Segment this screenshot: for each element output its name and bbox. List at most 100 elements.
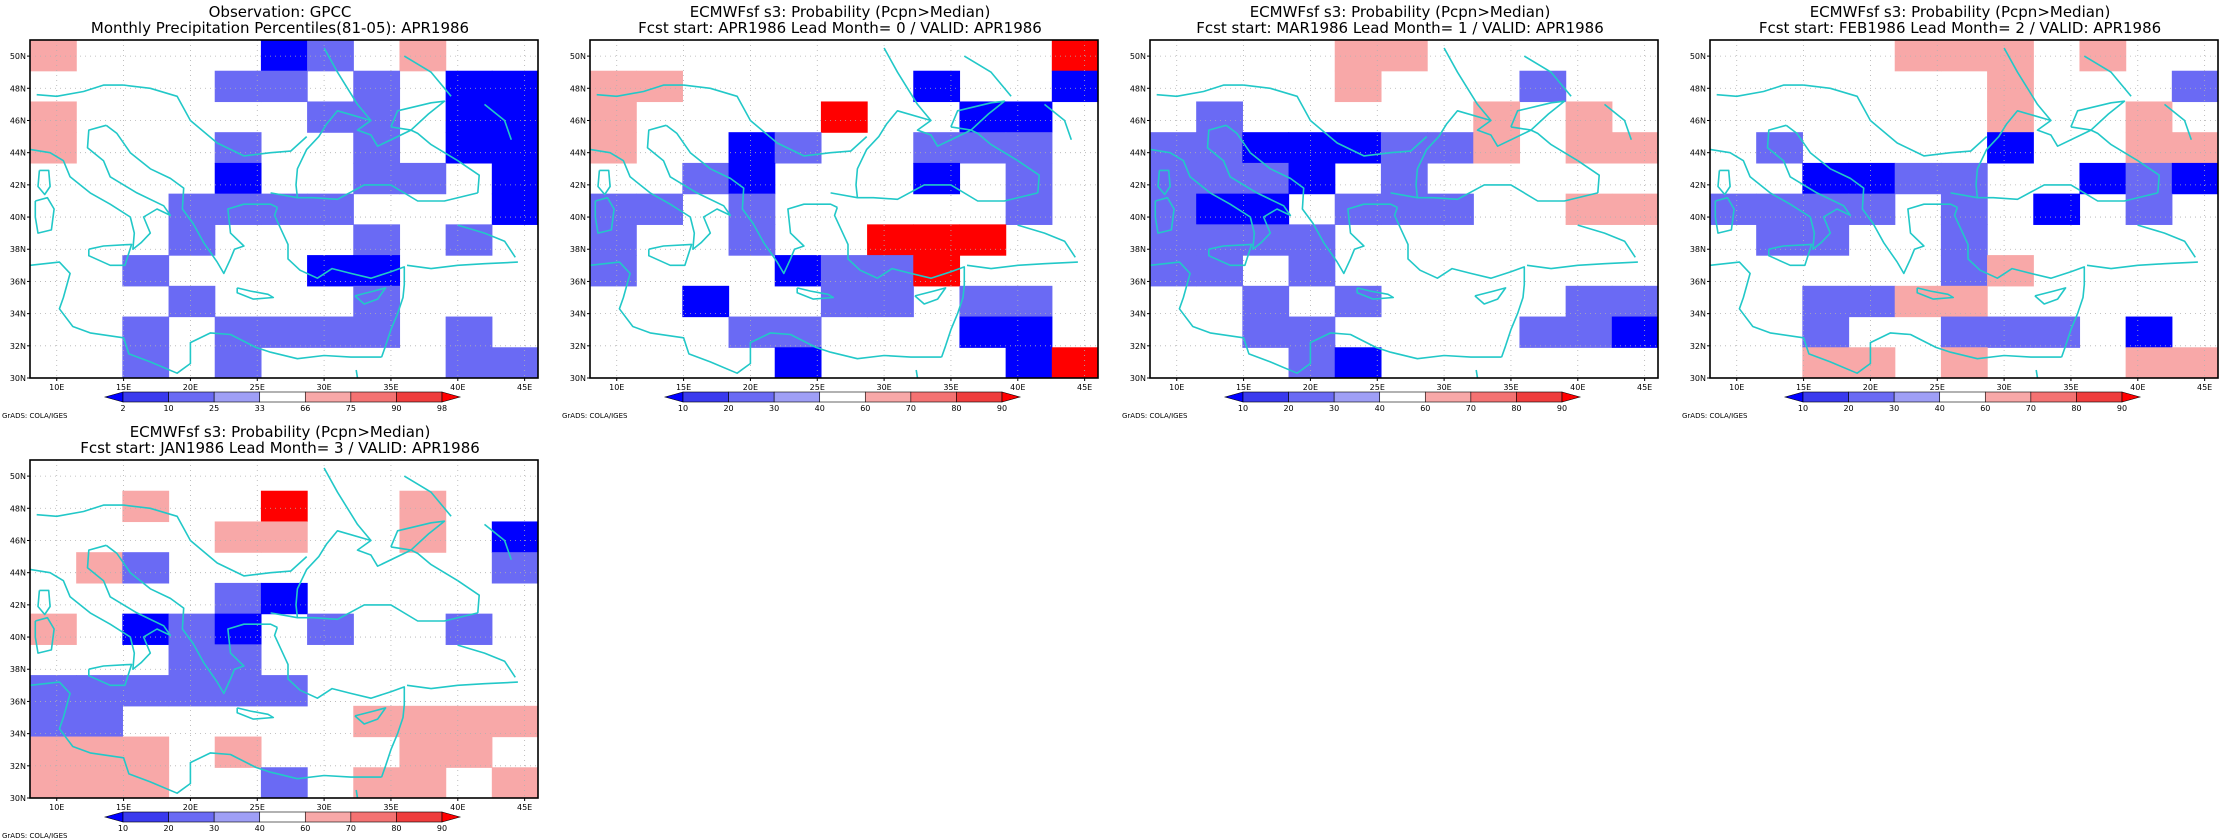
coastline (37, 169, 51, 196)
precip-cell (214, 521, 262, 553)
colorbar-label: 70 (346, 824, 356, 833)
precip-cell (774, 347, 822, 378)
precip-cell (168, 644, 216, 676)
coastline (883, 47, 932, 122)
lat-label: 40N (1130, 213, 1146, 222)
precip-cell (590, 132, 637, 164)
precip-cell (491, 70, 538, 103)
panel-subtitle: Fcst start: FEB1986 Lead Month= 2 / VALI… (1758, 19, 2162, 37)
grads-footer: GrADS: COLA/IGES (2, 832, 68, 840)
coastline (796, 287, 835, 300)
precip-cell (682, 285, 730, 318)
lon-label: 40E (2130, 383, 2145, 392)
lon-label: 35E (2063, 383, 2078, 392)
lon-label: 15E (1796, 383, 1811, 392)
precip-cell (1334, 40, 1382, 72)
coastline (273, 627, 406, 778)
precip-cell (1940, 40, 1988, 72)
colorbar-label: 80 (1511, 404, 1521, 413)
coastline (105, 544, 278, 695)
coastline (1523, 55, 1572, 97)
precip-cell (1196, 224, 1243, 256)
coastline (1150, 261, 1502, 374)
colorbar-label: 10 (163, 404, 173, 413)
lat-label: 48N (1690, 84, 1706, 93)
precip-cell (2171, 132, 2218, 164)
precip-cell (728, 316, 776, 348)
coastline (594, 196, 615, 234)
coastline (966, 261, 1078, 270)
lon-label: 35E (943, 383, 958, 392)
lon-label: 20E (1863, 383, 1878, 392)
coastline (1356, 287, 1395, 300)
coastline (270, 184, 478, 202)
lat-label: 38N (10, 665, 26, 674)
precip-cell (214, 613, 262, 645)
precip-cell (122, 347, 170, 378)
precipitation-map: 30N 32N 34N 36N 38N 40N 42N 44N 46N 48N 50N 10E 15E 2… (1130, 39, 1659, 413)
coastline (354, 707, 387, 725)
coastline (355, 789, 359, 798)
precip-cell (959, 285, 1007, 318)
colorbar-segment (2030, 391, 2077, 403)
precip-cell (353, 316, 401, 348)
lon-label: 45E (1637, 383, 1652, 392)
lon-label: 20E (1303, 383, 1318, 392)
colorbar-segment (1939, 391, 1986, 403)
lat-label: 32N (10, 762, 26, 771)
precip-cell (1940, 224, 1988, 256)
precip-cell (260, 316, 308, 348)
colorbar-label: 80 (2071, 404, 2081, 413)
precip-cell (1288, 162, 1336, 195)
colorbar-segment (728, 391, 775, 403)
coastline (1510, 100, 1566, 131)
precip-cell (1894, 162, 1942, 195)
map-frame (589, 39, 1099, 379)
precip-cell (491, 552, 538, 584)
colorbar-label: 60 (1420, 404, 1430, 413)
coastline (1474, 287, 1507, 305)
lat-label: 30N (10, 794, 26, 803)
lat-label: 42N (10, 601, 26, 610)
coastline (88, 243, 133, 267)
precip-cell (491, 767, 538, 798)
coastlines (30, 47, 518, 378)
precipitation-map: 30N 32N 34N 36N 38N 40N 42N 44N 46N 48N 50N 10E 15E 2… (570, 39, 1099, 413)
precip-cell (1150, 255, 1197, 287)
grads-footer: GrADS: COLA/IGES (562, 412, 628, 420)
colorbar-segment (1470, 391, 1517, 403)
colorbar: 10 20 30 40 60 70 80 90 (1223, 391, 1582, 413)
precip-cell (1427, 132, 1474, 164)
coastline (1577, 224, 1636, 258)
colorbar-segment (819, 391, 866, 403)
colorbar: 10 20 30 40 60 70 80 90 (103, 811, 462, 833)
colorbar-segment (1223, 391, 1244, 403)
lat-label: 44N (10, 149, 26, 158)
precip-cell (1848, 347, 1896, 378)
precip-cell (2171, 162, 2218, 195)
precip-cell (1005, 101, 1053, 133)
lon-label: 20E (183, 383, 198, 392)
lat-label: 36N (570, 277, 586, 286)
lat-label: 38N (1130, 245, 1146, 254)
precip-cell (122, 767, 170, 798)
colorbar-segment (2121, 391, 2142, 403)
lon-label: 40E (1010, 383, 1025, 392)
precip-cell (1894, 40, 1942, 72)
grads-footer: GrADS: COLA/IGES (2, 412, 68, 420)
precip-cell (260, 582, 308, 615)
precip-cell (1380, 40, 1428, 72)
coastline (590, 261, 942, 374)
precip-cell (30, 132, 77, 164)
colorbar-segment (956, 391, 1003, 403)
precip-cell (1519, 316, 1567, 348)
colorbar-segment (910, 391, 957, 403)
lat-label: 32N (570, 342, 586, 351)
coastline (648, 243, 693, 267)
map-panel: ECMWFsf s3: Probability (Pcpn>Median) Fcs… (560, 0, 1120, 420)
precip-cell (214, 347, 262, 378)
lat-label: 38N (10, 245, 26, 254)
colorbar-segment (122, 391, 169, 403)
precip-cell (2125, 316, 2173, 348)
lon-label: 10E (1729, 383, 1744, 392)
